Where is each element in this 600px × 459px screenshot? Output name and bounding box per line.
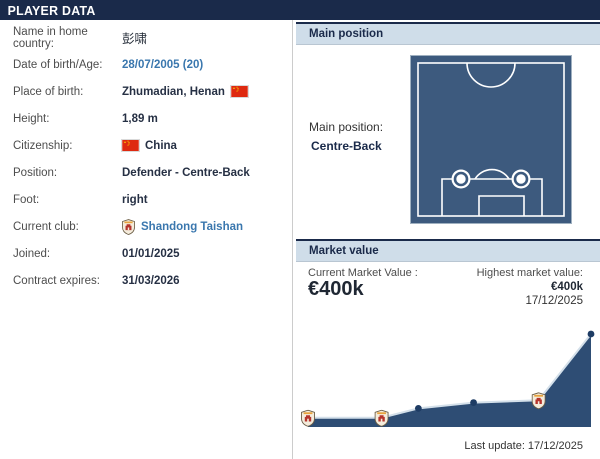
page-title: PLAYER DATA xyxy=(7,2,96,18)
china-flag-icon xyxy=(122,140,139,151)
highest-market-value-date: 17/12/2025 xyxy=(525,295,583,307)
main-position-label: Main position: xyxy=(309,120,384,134)
row-citizenship: Citizenship: China xyxy=(0,132,292,159)
market-value-point-club-badge-icon[interactable] xyxy=(301,409,315,427)
current-market-value: €400k xyxy=(308,278,364,300)
market-value-area xyxy=(308,334,591,427)
row-position: Position: Defender - Centre-Back xyxy=(0,159,292,186)
market-value-section-header: Market value xyxy=(296,239,600,262)
market-value-point-club-badge-icon[interactable] xyxy=(531,392,546,410)
right-panel: Main position Main position: Centre-Back xyxy=(296,20,600,459)
china-flag-icon xyxy=(231,86,248,97)
current-club-link[interactable]: Shandong Taishan xyxy=(141,220,244,233)
market-value-point-club-badge-icon[interactable] xyxy=(374,409,389,427)
field-label: Joined: xyxy=(13,247,51,260)
field-label: Current club: xyxy=(13,220,79,233)
field-value: 彭啸 xyxy=(122,32,148,46)
highest-market-value-label: Highest market value: xyxy=(476,267,583,279)
highest-market-value-block: Highest market value: €400k 17/12/2025 xyxy=(477,267,583,307)
player-info-panel: Name in home country: 彭啸 Date of birth/A… xyxy=(0,20,293,459)
field-value: 31/03/2026 xyxy=(122,274,180,287)
current-market-value-label: Current Market Value : xyxy=(308,267,418,279)
row-name-home-country: Name in home country: 彭啸 xyxy=(0,24,292,51)
shandong-taishan-badge-icon[interactable] xyxy=(122,218,135,235)
market-value-chart[interactable] xyxy=(299,325,597,435)
row-current-club: Current club: Shandong Taishan xyxy=(0,213,292,240)
field-value: right xyxy=(122,193,148,206)
field-value: Defender - Centre-Back xyxy=(122,166,250,179)
field-label: Height: xyxy=(13,112,50,125)
field-label: Name in home country: xyxy=(13,25,88,50)
field-label: Position: xyxy=(13,166,58,179)
row-date-of-birth: Date of birth/Age: 28/07/2005 (20) xyxy=(0,51,292,78)
market-value-point-dot[interactable] xyxy=(414,405,422,412)
row-joined: Joined: 01/01/2025 xyxy=(0,240,292,267)
field-value: 1,89 m xyxy=(122,112,158,125)
market-value-point-dot[interactable] xyxy=(587,330,595,338)
main-position-text: Main position: Centre-Back xyxy=(309,120,383,153)
position-marker-right xyxy=(511,169,531,189)
row-place-of-birth: Place of birth: Zhumadian, Henan xyxy=(0,78,292,105)
field-value: Zhumadian, Henan xyxy=(122,85,225,98)
pitch-diagram xyxy=(410,55,572,224)
field-label: Place of birth: xyxy=(13,85,84,98)
market-value-point-dot[interactable] xyxy=(470,399,477,406)
field-value: 01/01/2025 xyxy=(122,247,180,260)
main-position-value: Centre-Back xyxy=(311,139,382,153)
date-of-birth-link[interactable]: 28/07/2005 (20) xyxy=(122,58,204,71)
field-label: Date of birth/Age: xyxy=(13,58,103,71)
section-title: Market value xyxy=(309,245,379,257)
field-label: Foot: xyxy=(13,193,40,206)
field-label: Contract expires: xyxy=(13,274,100,287)
position-marker-left xyxy=(451,169,471,189)
field-value: China xyxy=(145,139,177,152)
row-foot: Foot: right xyxy=(0,186,292,213)
field-label: Citizenship: xyxy=(13,139,73,152)
last-update-text: Last update: 17/12/2025 xyxy=(464,440,583,452)
row-contract-expires: Contract expires: 31/03/2026 xyxy=(0,267,292,294)
section-title: Main position xyxy=(309,28,384,40)
highest-market-value: €400k xyxy=(551,281,583,293)
player-data-header-bar: PLAYER DATA xyxy=(0,0,600,20)
row-height: Height: 1,89 m xyxy=(0,105,292,132)
market-value-line xyxy=(308,333,592,419)
main-position-section-header: Main position xyxy=(296,22,600,45)
pitch-svg xyxy=(410,55,572,224)
